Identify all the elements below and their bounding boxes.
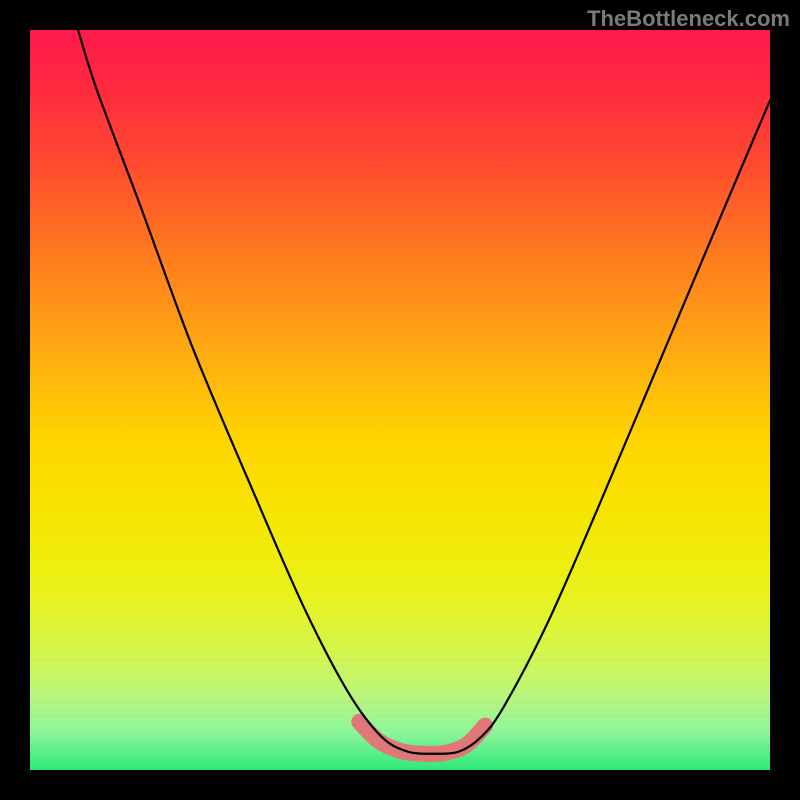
plot-gradient-background	[30, 30, 770, 770]
bottleneck-chart	[0, 0, 800, 800]
watermark-text: TheBottleneck.com	[587, 6, 790, 32]
